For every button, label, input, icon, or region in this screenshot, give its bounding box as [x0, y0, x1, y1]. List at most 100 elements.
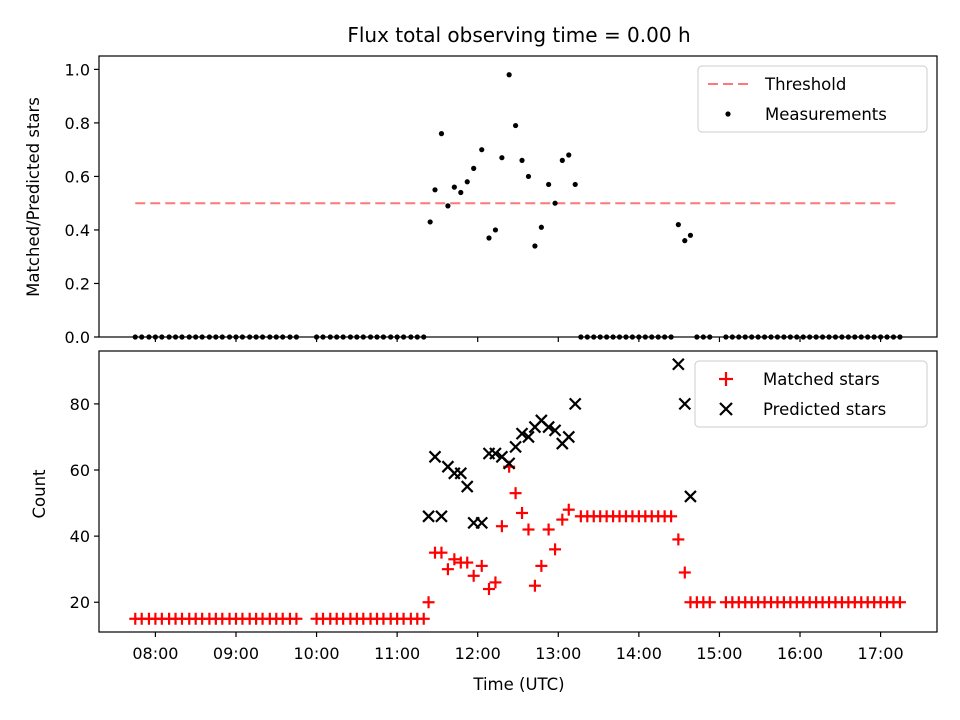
- predicted-point: [489, 447, 502, 460]
- matched-point: [422, 596, 435, 609]
- bottom-panel-frame: [98, 350, 938, 633]
- x-tick-label: 10:00: [294, 644, 340, 663]
- chart-title: Flux total observing time = 0.00 h: [347, 23, 690, 47]
- measurement-point: [464, 179, 470, 185]
- predicted-point: [562, 430, 576, 444]
- top-y-tick-label: 0.0: [65, 328, 90, 347]
- predicted-point: [502, 457, 516, 470]
- matched-point: [495, 520, 508, 533]
- measurement-point: [572, 181, 578, 188]
- measurement-point: [538, 224, 544, 230]
- measurement-point: [519, 157, 525, 163]
- x-tick-label: 08:00: [132, 644, 178, 663]
- legend-predicted-label: Predicted stars: [763, 400, 886, 419]
- matched-point: [522, 523, 535, 536]
- measurement-point: [479, 147, 485, 153]
- matched-point: [684, 596, 697, 609]
- matched-point: [562, 503, 575, 516]
- top-panel-frame: [98, 55, 938, 338]
- predicted-point: [460, 480, 474, 493]
- x-tick-label: 12:00: [455, 644, 501, 663]
- predicted-point: [568, 397, 582, 411]
- matched-point: [556, 513, 569, 526]
- bottom-legend-box: [694, 360, 928, 428]
- predicted-stars-points: [422, 357, 697, 530]
- matched-point: [703, 596, 716, 609]
- measurement-point: [445, 203, 451, 209]
- top-y-ticks: 0.0 0.2 0.4 0.6 0.8 1.0: [65, 60, 99, 347]
- x-tick-label: 17:00: [858, 644, 904, 663]
- measurement-point: [492, 227, 499, 233]
- predicted-point: [678, 397, 692, 411]
- measurement-point: [546, 181, 552, 188]
- predicted-point: [684, 490, 697, 503]
- legend-measurements-label: Measurements: [765, 105, 887, 124]
- matched-point: [448, 553, 461, 566]
- bottom-y-tick-label: 80: [70, 395, 90, 414]
- measurement-point: [532, 243, 538, 249]
- x-tick-label: 15:00: [696, 644, 742, 663]
- x-tick-label: 11:00: [374, 644, 420, 663]
- matched-point: [441, 563, 454, 576]
- top-y-tick-label: 0.8: [65, 114, 90, 133]
- measurement-point: [512, 122, 519, 129]
- top-y-tick-label: 0.4: [65, 221, 90, 240]
- measurement-point: [486, 235, 492, 241]
- measurement-point: [499, 155, 505, 161]
- legend-predicted-swatch: [719, 402, 733, 416]
- matched-point: [290, 612, 303, 625]
- matched-point: [509, 487, 522, 500]
- predicted-point: [435, 510, 448, 523]
- matched-point: [549, 543, 562, 556]
- x-tick-label: 09:00: [213, 644, 259, 663]
- measurement-point: [559, 157, 565, 163]
- top-y-tick-label: 0.2: [65, 274, 90, 293]
- measurement-point: [687, 232, 694, 238]
- top-y-tick-label: 0.6: [65, 167, 90, 186]
- matched-point: [417, 612, 430, 625]
- predicted-point: [515, 427, 529, 440]
- bottom-panel: 20 40 60 80 08:00 09:00 10:00 11:00 12:00 13:00 1…: [30, 350, 938, 694]
- top-legend-box: [697, 65, 928, 133]
- matched-point: [893, 596, 906, 609]
- matched-point: [461, 556, 474, 569]
- matched-point: [482, 583, 495, 596]
- predicted-point: [548, 424, 562, 437]
- matched-point: [467, 569, 480, 582]
- measurement-point: [432, 187, 438, 193]
- measurement-point: [471, 165, 477, 171]
- predicted-point: [428, 450, 442, 464]
- bottom-y-axis-label: Count: [30, 469, 49, 519]
- legend-threshold-label: Threshold: [764, 75, 846, 94]
- top-legend: Threshold Measurements: [697, 65, 928, 133]
- predicted-point: [475, 516, 489, 530]
- bottom-legend: Matched stars Predicted stars: [694, 360, 928, 428]
- x-axis-label: Time (UTC): [472, 675, 564, 694]
- matched-point: [435, 546, 448, 559]
- measurement-point: [458, 189, 464, 196]
- x-tick-label: 16:00: [777, 644, 823, 663]
- matched-point: [528, 579, 541, 592]
- x-tick-label: 13:00: [535, 644, 581, 663]
- predicted-point: [509, 440, 522, 454]
- measurement-point: [451, 184, 457, 190]
- legend-matched-swatch: [719, 372, 733, 386]
- x-tick-label: 14:00: [616, 644, 662, 663]
- matched-stars-points: [129, 460, 906, 625]
- matched-point: [475, 559, 488, 572]
- top-y-tick-label: 1.0: [65, 60, 90, 79]
- matched-point: [678, 566, 691, 579]
- predicted-point: [672, 357, 685, 371]
- matched-point: [665, 510, 678, 523]
- legend-matched-label: Matched stars: [763, 370, 880, 389]
- matched-point: [542, 523, 555, 536]
- predicted-point: [522, 430, 535, 444]
- bottom-x-ticks: 08:00 09:00 10:00 11:00 12:00 13:00 14:00 15:00…: [132, 632, 904, 663]
- predicted-point: [454, 467, 468, 480]
- top-y-axis-label: Matched/Predicted stars: [24, 97, 43, 297]
- measurement-point: [675, 222, 681, 228]
- measurement-point: [682, 238, 688, 244]
- measurement-point: [552, 200, 558, 206]
- measurement-point: [506, 72, 512, 78]
